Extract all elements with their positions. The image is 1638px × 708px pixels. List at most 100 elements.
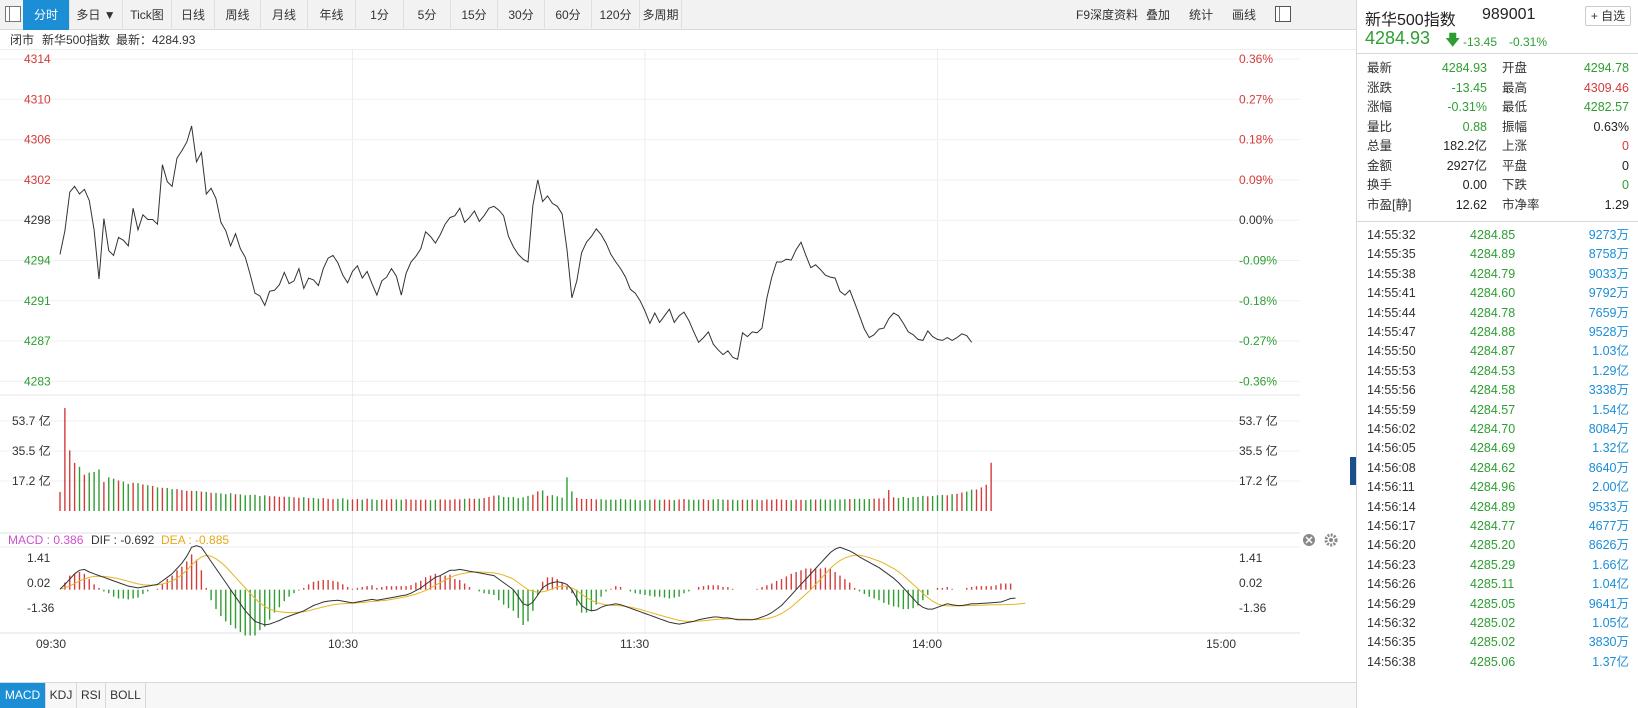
stat-label: 涨幅 <box>1367 100 1393 114</box>
tick-volume: 3830万 <box>1588 635 1629 650</box>
tick-row: 14:56:32 4285.02 1.05亿 <box>1357 613 1638 633</box>
volume-tick-label: 35.5 亿 <box>12 443 51 458</box>
tick-volume: 9273万 <box>1588 228 1629 242</box>
period-tab[interactable]: 60分 <box>545 0 592 30</box>
period-tab[interactable]: 分时 <box>23 0 70 30</box>
volume-tick-label: 53.7 亿 <box>12 413 51 428</box>
tick-row: 14:55:44 4284.78 7659万 <box>1357 303 1638 323</box>
period-tab[interactable]: 周线 <box>215 0 261 30</box>
macd-tick-label: 0.02 <box>1239 576 1263 590</box>
indicator-tab-macd[interactable]: MACD <box>0 683 46 708</box>
period-tab[interactable]: 多日 ▼ <box>70 0 123 30</box>
panel-scroll-handle[interactable] <box>1350 457 1356 485</box>
tick-volume: 9528万 <box>1588 325 1629 339</box>
overlay-button[interactable]: 叠加 <box>1146 8 1171 22</box>
tick-price: 4284.89 <box>1470 247 1516 262</box>
period-tab[interactable]: 1分 <box>356 0 404 30</box>
close-indicator-icon[interactable] <box>1303 534 1315 546</box>
indicator-tab-kdj[interactable]: KDJ <box>46 683 77 708</box>
tick-time: 14:56:14 <box>1367 499 1416 514</box>
tick-price: 4285.20 <box>1470 538 1516 553</box>
tick-volume: 8640万 <box>1588 460 1629 475</box>
tick-price: 4284.62 <box>1470 460 1516 475</box>
period-tab[interactable]: 月线 <box>261 0 308 30</box>
period-tab[interactable]: 15分 <box>451 0 498 30</box>
period-tab[interactable]: 日线 <box>172 0 215 30</box>
period-tab[interactable]: 多周期 <box>640 0 682 30</box>
volume-axis: 53.7 亿 53.7 亿 35.5 亿 35.5 亿 17.2 亿 17.2 亿 <box>12 413 1278 488</box>
stat-value: 0.63% <box>1593 119 1629 134</box>
stat-row: 金额 2927亿 平盘 0 <box>1357 156 1638 176</box>
stat-value: 4282.57 <box>1583 100 1629 114</box>
stat-row: 涨跌 -13.45 最高 4309.46 <box>1357 78 1638 98</box>
tick-time: 14:55:50 <box>1367 344 1416 359</box>
stat-label: 平盘 <box>1502 158 1528 173</box>
tick-volume: 1.37亿 <box>1592 654 1629 669</box>
tick-row: 14:55:38 4284.79 9033万 <box>1357 264 1638 284</box>
tick-price: 4284.57 <box>1470 402 1516 417</box>
tick-row: 14:56:05 4284.69 1.32亿 <box>1357 438 1638 458</box>
period-tab[interactable]: Tick图 <box>123 0 172 30</box>
stat-value: 0 <box>1622 178 1629 192</box>
percent-tick-label: -0.09% <box>1239 254 1277 268</box>
indicator-tabs: MACD KDJ RSI BOLL <box>0 682 1356 708</box>
stat-label: 上涨 <box>1502 139 1528 153</box>
time-tick-label: 14:00 <box>912 637 942 651</box>
period-tab[interactable]: 120分 <box>592 0 640 30</box>
indicator-tab-rsi[interactable]: RSI <box>77 683 106 708</box>
period-tab[interactable]: 5分 <box>404 0 451 30</box>
tick-row: 14:55:53 4284.53 1.29亿 <box>1357 361 1638 381</box>
stat-label: 市净率 <box>1502 197 1540 212</box>
tick-row: 14:56:20 4285.20 8626万 <box>1357 535 1638 555</box>
stat-row: 换手 0.00 下跌 0 <box>1357 175 1638 195</box>
volume-tick-label: 17.2 亿 <box>1239 473 1278 488</box>
stat-label: 涨跌 <box>1367 80 1393 95</box>
macd-tick-label: 0.02 <box>27 576 51 590</box>
stat-value: -0.31% <box>1447 100 1487 114</box>
statistics-button[interactable]: 统计 <box>1189 8 1214 22</box>
tick-price: 4284.53 <box>1470 363 1516 378</box>
stat-value: -13.45 <box>1451 80 1487 95</box>
tick-price: 4284.69 <box>1470 441 1516 456</box>
indicator-tab-boll[interactable]: BOLL <box>106 683 146 708</box>
percent-tick-label: 0.18% <box>1239 133 1273 147</box>
tick-volume: 1.29亿 <box>1592 363 1629 378</box>
price-tick-label: 4283 <box>24 374 51 388</box>
tick-row: 14:56:29 4285.05 9641万 <box>1357 594 1638 614</box>
f9-data-button[interactable]: F9深度资料 <box>1076 8 1139 22</box>
tick-price: 4285.06 <box>1470 654 1516 669</box>
tick-row: 14:56:26 4285.11 1.04亿 <box>1357 574 1638 594</box>
tick-time: 14:55:53 <box>1367 363 1416 378</box>
tick-row: 14:55:50 4284.87 1.03亿 <box>1357 341 1638 361</box>
tick-price: 4285.11 <box>1470 577 1515 592</box>
dif-line <box>59 545 1016 626</box>
tick-price: 4285.05 <box>1470 596 1516 611</box>
volume-tick-label: 35.5 亿 <box>1239 443 1278 458</box>
add-watchlist-button[interactable]: + 自选 <box>1585 6 1631 26</box>
period-tab[interactable]: 年线 <box>308 0 356 30</box>
intraday-chart[interactable]: 4314 4310 4306 4302 4298 4294 4291 4287 4283 0.3… <box>0 50 1356 682</box>
macd-value-label: MACD : 0.386 <box>8 533 84 547</box>
period-tab[interactable]: 30分 <box>498 0 545 30</box>
index-code: 989001 <box>1482 6 1536 23</box>
price-line <box>59 125 973 360</box>
right-panel-toggle-icon[interactable] <box>1275 6 1291 22</box>
left-panel-toggle-icon[interactable] <box>5 6 21 22</box>
tick-volume: 9033万 <box>1588 266 1629 281</box>
tick-volume: 1.32亿 <box>1592 441 1629 456</box>
percent-tick-label: 0.36% <box>1239 52 1273 66</box>
indicator-settings-gear-icon[interactable] <box>1324 533 1338 547</box>
time-tick-label: 09:30 <box>36 637 66 651</box>
tick-volume: 9792万 <box>1588 286 1629 301</box>
tick-time: 14:55:44 <box>1367 305 1416 320</box>
stat-label: 市盈[静] <box>1367 197 1412 212</box>
tick-row: 14:56:08 4284.62 8640万 <box>1357 458 1638 478</box>
volume-bars <box>59 408 992 511</box>
draw-line-button[interactable]: 画线 <box>1232 8 1257 22</box>
stat-label: 金额 <box>1367 158 1393 173</box>
stat-value: 4309.46 <box>1583 80 1629 95</box>
tick-time: 14:56:05 <box>1367 441 1416 456</box>
tick-price: 4284.77 <box>1470 519 1516 533</box>
stat-label: 最高 <box>1502 80 1528 95</box>
tick-row: 14:55:59 4284.57 1.54亿 <box>1357 400 1638 420</box>
